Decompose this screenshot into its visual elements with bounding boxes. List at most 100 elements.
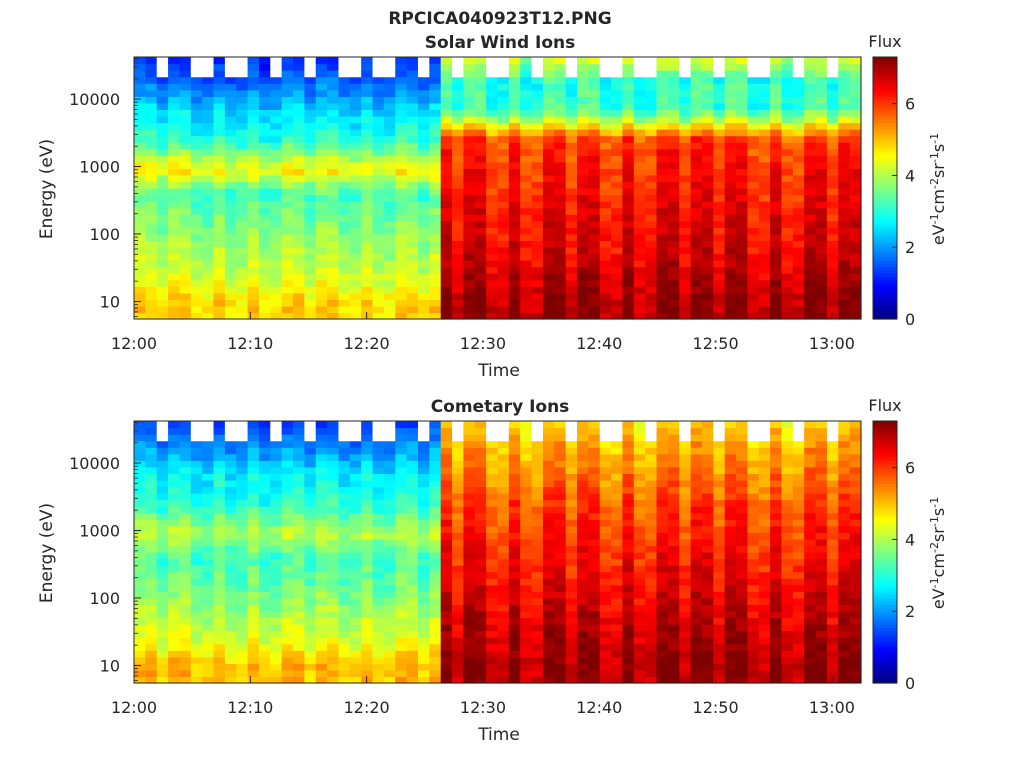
heatmap-cell (758, 512, 771, 520)
heatmap-cell (758, 174, 771, 183)
heatmap-cell (645, 558, 658, 566)
heatmap-cell (747, 545, 760, 553)
heatmap-cell (417, 181, 430, 189)
heatmap-cell (406, 227, 419, 235)
heatmap-cell (372, 155, 385, 163)
heatmap-cell (293, 142, 305, 150)
heatmap-cell (168, 266, 181, 274)
heatmap-cell (770, 260, 783, 268)
heatmap-cell (804, 142, 817, 150)
heatmap-cell (622, 486, 635, 494)
heatmap-cell (849, 227, 862, 235)
heatmap-cell (429, 676, 442, 684)
heatmap-cell (452, 83, 465, 91)
heatmap-cell (417, 656, 430, 664)
heatmap-cell (372, 506, 385, 514)
heatmap-cell (713, 115, 726, 124)
heatmap-cell (554, 201, 567, 209)
heatmap-cell (168, 512, 181, 520)
heatmap-cell (531, 624, 544, 632)
heatmap-cell (202, 240, 215, 248)
heatmap-cell (224, 142, 237, 150)
heatmap-cell (361, 233, 374, 241)
heatmap-cell (145, 63, 158, 71)
heatmap-cell (724, 512, 737, 520)
heatmap-cell (792, 260, 805, 268)
heatmap-cell (452, 76, 465, 84)
heatmap-cell (690, 194, 703, 202)
heatmap-cell (202, 201, 215, 209)
heatmap-cell (270, 57, 283, 65)
heatmap-cell (474, 76, 487, 84)
heatmap-cell (417, 610, 430, 619)
heatmap-cell (531, 286, 544, 294)
heatmap-cell (474, 663, 487, 671)
heatmap-cell (281, 115, 294, 124)
heatmap-cell (724, 558, 737, 566)
heatmap-cell (690, 656, 703, 664)
heatmap-cell (202, 286, 215, 294)
heatmap-cell (270, 525, 283, 533)
heatmap-cell (327, 473, 340, 481)
heatmap-cell (520, 669, 533, 678)
heatmap-cell (236, 115, 249, 124)
heatmap-cell (361, 597, 374, 605)
heatmap-cell (349, 292, 362, 300)
heatmap-cell (156, 650, 169, 658)
heatmap-cell (452, 273, 465, 281)
heatmap-cell (213, 630, 226, 638)
heatmap-cell (417, 506, 430, 514)
heatmap-cell (497, 89, 510, 97)
heatmap-cell (531, 597, 544, 605)
heatmap-cell (293, 181, 305, 189)
heatmap-cell (804, 83, 817, 91)
heatmap-cell (667, 135, 680, 143)
heatmap-cell (213, 240, 226, 248)
heatmap-cell (645, 499, 658, 507)
heatmap-cell (531, 122, 544, 130)
heatmap-cell (758, 519, 771, 527)
heatmap-cell (713, 499, 726, 507)
heatmap-cell (724, 453, 737, 461)
heatmap-cell (327, 676, 340, 684)
heatmap-cell (247, 604, 260, 612)
heatmap-cell (202, 466, 215, 474)
heatmap-cell (690, 201, 703, 209)
heatmap-cell (236, 246, 249, 255)
heatmap-cell (247, 102, 260, 110)
heatmap-cell (554, 486, 567, 494)
heatmap-cell (713, 506, 726, 514)
heatmap-cell (270, 115, 283, 124)
heatmap-cell (395, 545, 408, 553)
heatmap-cell (361, 669, 374, 678)
heatmap-cell (190, 637, 203, 645)
heatmap-cell (497, 663, 510, 671)
heatmap-cell (667, 584, 680, 592)
heatmap-cell (202, 194, 215, 202)
heatmap-cell (656, 129, 669, 137)
heatmap-cell (577, 663, 589, 671)
heatmap-cell (395, 70, 408, 78)
heatmap-cell (463, 135, 476, 143)
heatmap-cell (520, 286, 533, 294)
heatmap-cell (293, 676, 305, 684)
heatmap-cell (190, 434, 203, 442)
heatmap-cell (452, 427, 465, 435)
heatmap-cell (713, 643, 726, 651)
heatmap-cell (736, 630, 749, 638)
heatmap-cell (247, 584, 260, 592)
heatmap-cell (736, 584, 749, 592)
heatmap-cell (452, 552, 465, 560)
heatmap-cell (145, 532, 158, 540)
heatmap-cell (542, 421, 555, 429)
heatmap-cell (258, 578, 271, 586)
heatmap-cell (281, 168, 294, 176)
heatmap-cell (270, 207, 283, 215)
heatmap-cell (656, 70, 669, 78)
heatmap-cell (758, 89, 771, 97)
heatmap-cell (736, 115, 749, 124)
heatmap-cell (497, 253, 510, 261)
heatmap-cell (156, 142, 169, 150)
heatmap-cell (520, 499, 533, 507)
heatmap-cell (224, 447, 237, 455)
